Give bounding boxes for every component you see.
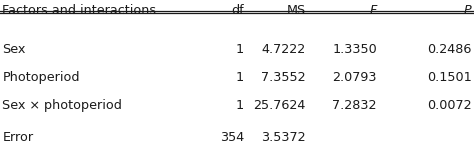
Text: 1.3350: 1.3350 (332, 43, 377, 56)
Text: 25.7624: 25.7624 (254, 99, 306, 112)
Text: 1: 1 (236, 99, 244, 112)
Text: Sex: Sex (2, 43, 26, 56)
Text: F: F (369, 4, 377, 17)
Text: Error: Error (2, 131, 34, 142)
Text: 1: 1 (236, 43, 244, 56)
Text: 0.1501: 0.1501 (427, 71, 472, 84)
Text: 3.5372: 3.5372 (261, 131, 306, 142)
Text: 1: 1 (236, 71, 244, 84)
Text: 7.2832: 7.2832 (332, 99, 377, 112)
Text: MS: MS (286, 4, 306, 17)
Text: P: P (464, 4, 472, 17)
Text: 0.0072: 0.0072 (427, 99, 472, 112)
Text: 4.7222: 4.7222 (262, 43, 306, 56)
Text: df: df (231, 4, 244, 17)
Text: 2.0793: 2.0793 (332, 71, 377, 84)
Text: 0.2486: 0.2486 (427, 43, 472, 56)
Text: 354: 354 (220, 131, 244, 142)
Text: Sex × photoperiod: Sex × photoperiod (2, 99, 122, 112)
Text: Photoperiod: Photoperiod (2, 71, 80, 84)
Text: 7.3552: 7.3552 (261, 71, 306, 84)
Text: Factors and interactions: Factors and interactions (2, 4, 156, 17)
